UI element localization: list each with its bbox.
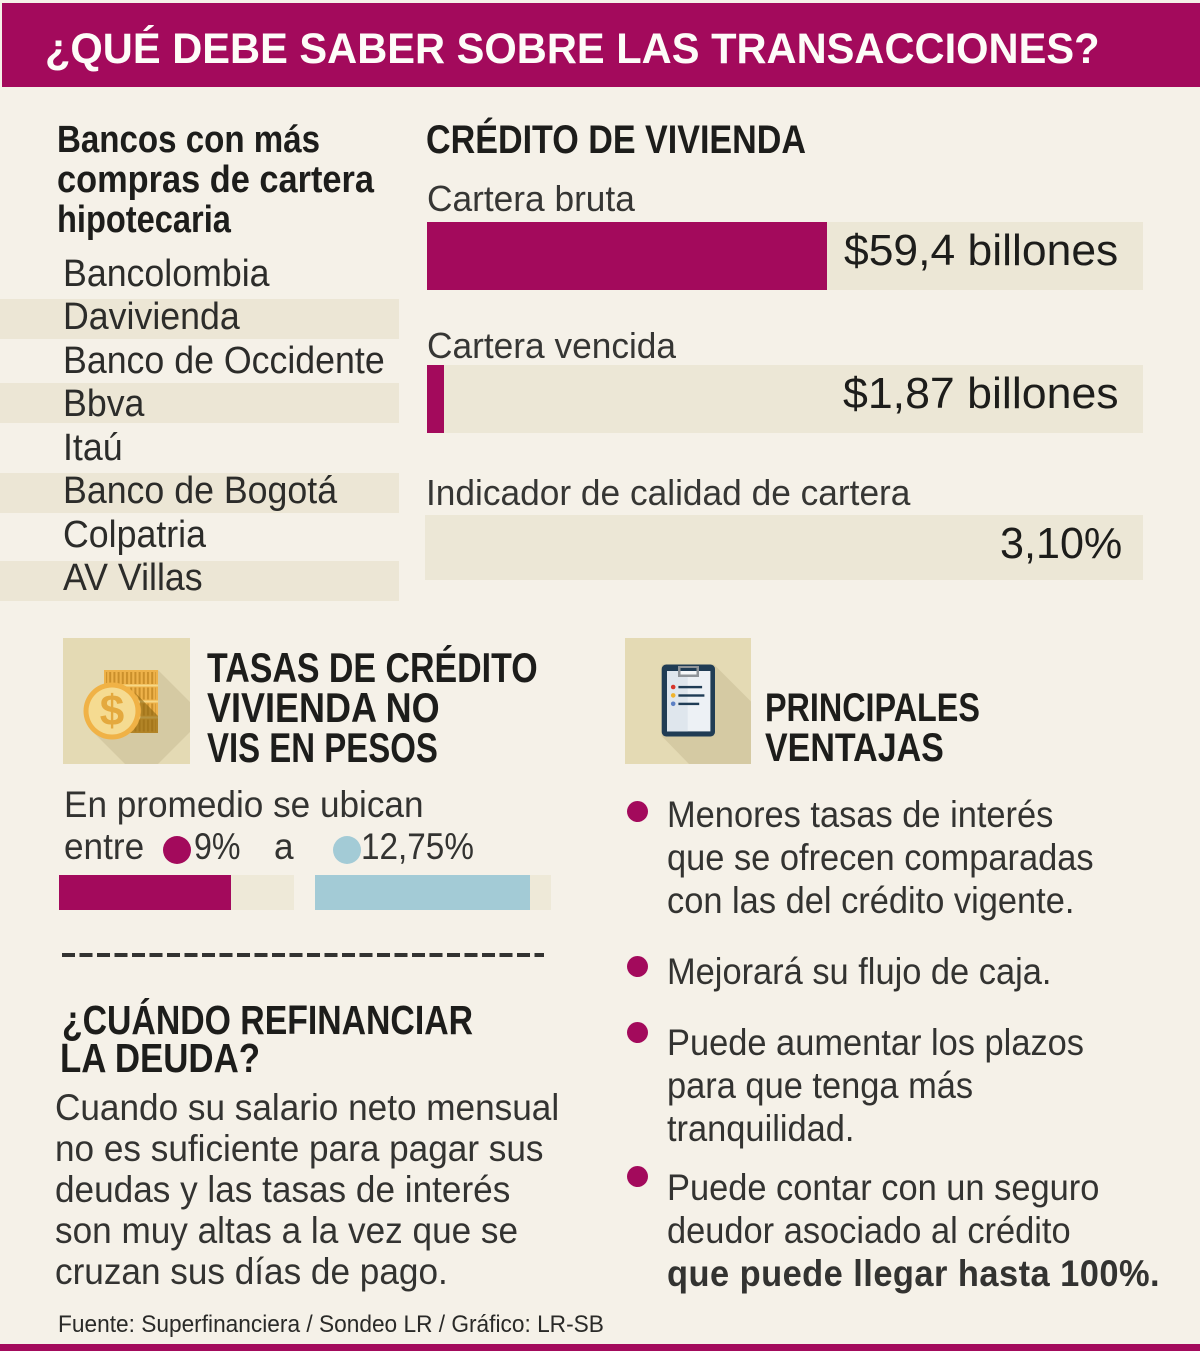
svg-text:$: $ <box>100 687 124 736</box>
